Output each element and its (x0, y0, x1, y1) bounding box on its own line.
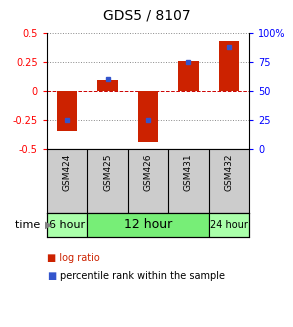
Bar (219, 41, 239, 91)
Text: time: time (15, 220, 44, 230)
Bar (209, 213, 249, 237)
Text: GSM425: GSM425 (103, 154, 112, 191)
Text: GSM426: GSM426 (144, 154, 152, 191)
Text: GSM424: GSM424 (63, 154, 71, 191)
Bar (178, 60, 199, 91)
Bar (98, 80, 118, 91)
Text: GSM431: GSM431 (184, 154, 193, 192)
Text: 12 hour: 12 hour (124, 218, 172, 231)
Bar (138, 91, 158, 142)
Text: 24 hour: 24 hour (210, 220, 248, 230)
Text: 6 hour: 6 hour (49, 220, 85, 230)
Bar (47, 213, 87, 237)
Text: percentile rank within the sample: percentile rank within the sample (60, 271, 225, 281)
Text: ■: ■ (47, 271, 56, 281)
Text: ▶: ▶ (45, 220, 53, 230)
Bar (57, 91, 77, 131)
Bar (87, 213, 209, 237)
Text: ■ log ratio: ■ log ratio (47, 253, 100, 263)
Text: GDS5 / 8107: GDS5 / 8107 (103, 9, 190, 23)
Text: GSM432: GSM432 (224, 154, 233, 191)
